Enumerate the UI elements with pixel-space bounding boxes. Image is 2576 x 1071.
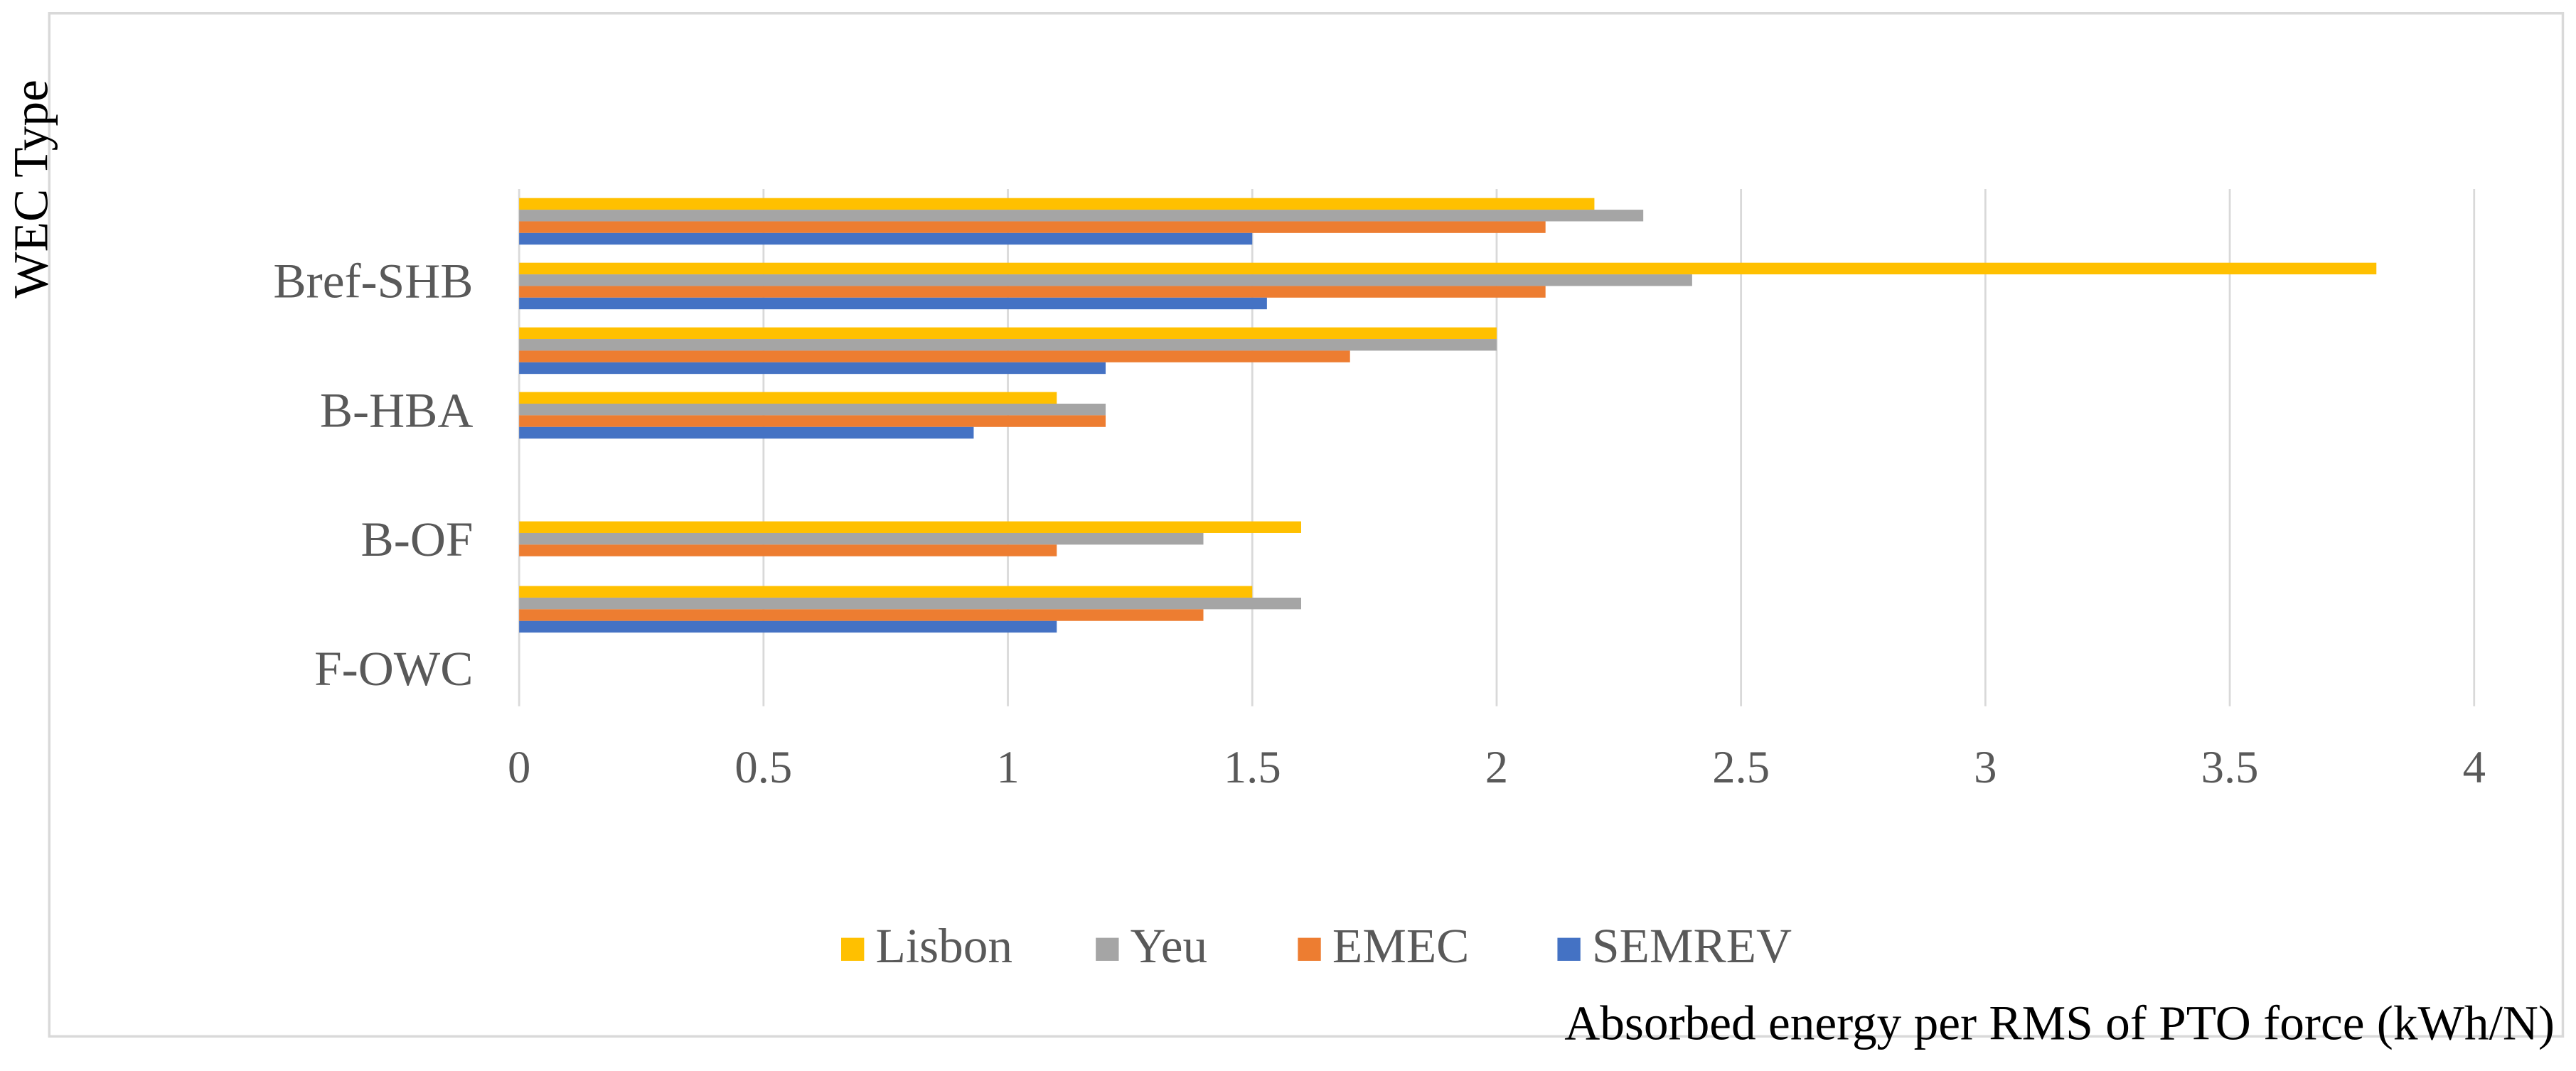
bar [519,210,1644,222]
bar [519,198,1595,210]
x-tick-label: 3 [1974,741,1997,792]
x-tick-label: 2 [1485,741,1508,792]
bar [519,286,1546,298]
x-tick-label: 2.5 [1712,741,1770,792]
x-tick-label: 0.5 [734,741,792,792]
bar [519,586,1253,598]
legend-swatch [1557,937,1581,961]
bar [519,392,1057,404]
x-axis-title: Absorbed energy per RMS of PTO force (kW… [1564,996,2555,1050]
bar [519,362,1106,375]
bar [519,350,1350,362]
y-tick-label: F-OWC [314,641,473,696]
legend-swatch [1096,937,1119,961]
bar [519,327,1497,340]
bar [519,426,974,439]
y-axis-title: WEC Type [4,80,58,298]
legend-label: EMEC [1332,918,1470,973]
bar [519,532,1204,545]
bar [519,262,2377,275]
y-tick-label: B-OF [361,512,474,566]
bar [519,609,1204,621]
x-tick-label: 3.5 [2201,741,2259,792]
legend-label: Yeu [1131,918,1208,973]
y-tick-label: B-HBA [320,382,474,437]
legend-swatch [841,937,865,961]
bar [519,274,1692,286]
bar [519,521,1301,533]
bar [519,221,1546,233]
bar [519,297,1267,310]
bar [519,339,1497,351]
bar [519,620,1057,633]
bar [519,597,1301,610]
bar [519,415,1106,427]
chart-frame [48,12,2565,1038]
x-tick-label: 0 [508,741,530,792]
bar [519,404,1106,416]
legend-label: Lisbon [876,918,1013,973]
legend-swatch [1298,937,1321,961]
legend-label: SEMREV [1592,918,1792,973]
x-tick-label: 1.5 [1224,741,1281,792]
x-tick-label: 4 [2463,741,2486,792]
bar [519,544,1057,556]
y-tick-label: Bref-SHB [273,253,473,308]
bar [519,232,1253,245]
x-tick-label: 1 [996,741,1019,792]
